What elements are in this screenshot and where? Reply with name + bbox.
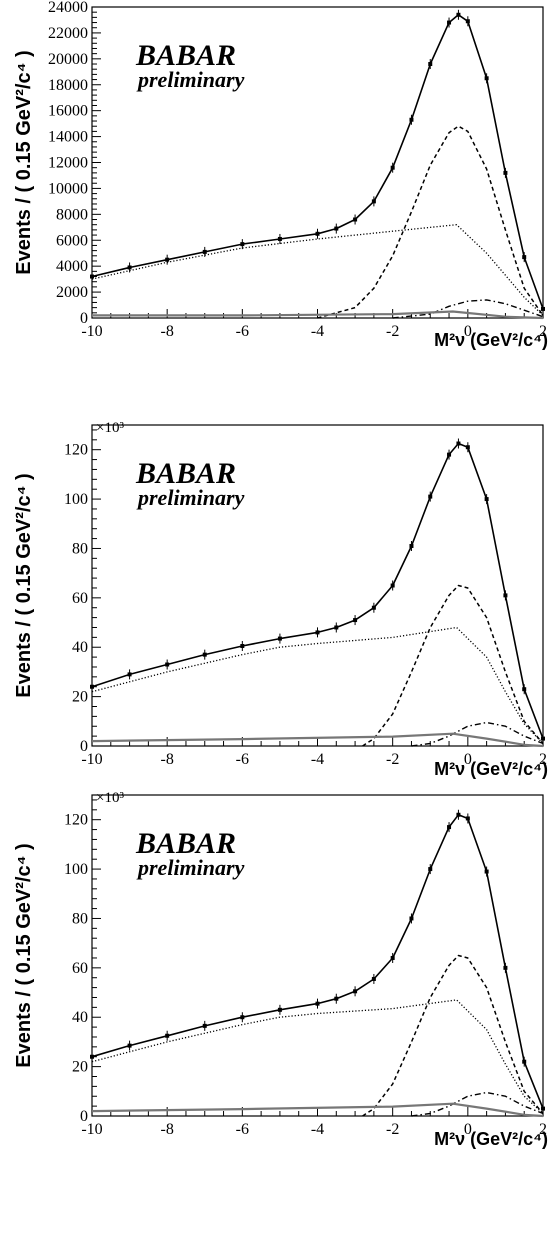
series-dashed [363, 956, 543, 1117]
y-multiplier: ×10³ [96, 790, 124, 806]
y-tick-label: 80 [72, 910, 88, 927]
y-tick-label: 60 [72, 960, 88, 977]
y-tick-label: 20000 [48, 51, 88, 68]
y-tick-label: 80 [72, 540, 88, 557]
x-tick-label: -2 [386, 1121, 399, 1138]
y-axis-label: Events / ( 0.15 GeV²/c⁴ ) [13, 473, 35, 697]
y-tick-label: 10000 [48, 180, 88, 197]
x-tick-label: -4 [311, 323, 324, 340]
x-tick-label: -6 [236, 751, 249, 768]
x-tick-label: -2 [386, 751, 399, 768]
y-tick-label: 20 [72, 1059, 88, 1076]
y-tick-label: 18000 [48, 77, 88, 94]
preliminary-label: preliminary [136, 485, 245, 510]
y-tick-label: 2000 [56, 284, 88, 301]
y-axis-label: Events / ( 0.15 GeV²/c⁴ ) [13, 843, 35, 1067]
y-tick-label: 6000 [56, 232, 88, 249]
series-dotted [92, 1000, 543, 1114]
y-tick-label: 120 [64, 812, 88, 829]
x-tick-label: -4 [311, 1121, 324, 1138]
preliminary-label: preliminary [136, 855, 245, 880]
x-tick-label: -4 [311, 751, 324, 768]
x-tick-label: -6 [236, 323, 249, 340]
x-tick-label: -8 [161, 751, 174, 768]
y-tick-label: 22000 [48, 25, 88, 42]
x-axis-label: M²ν (GeV²/c⁴) [434, 759, 548, 779]
y-tick-label: 0 [80, 1108, 88, 1125]
series-dashed [363, 586, 543, 747]
y-tick-label: 4000 [56, 258, 88, 275]
x-tick-label: -8 [161, 1121, 174, 1138]
y-tick-label: 0 [80, 738, 88, 755]
x-tick-label: -6 [236, 1121, 249, 1138]
y-multiplier: ×10³ [96, 420, 124, 436]
x-axis-label: M²ν (GeV²/c⁴) [434, 330, 548, 350]
y-tick-label: 12000 [48, 155, 88, 172]
y-tick-label: 16000 [48, 103, 88, 120]
x-tick-label: -2 [386, 323, 399, 340]
y-tick-label: 100 [64, 861, 88, 878]
y-tick-label: 14000 [48, 129, 88, 146]
x-tick-label: -8 [161, 323, 174, 340]
y-tick-label: 24000 [48, 0, 88, 16]
preliminary-label: preliminary [136, 67, 245, 92]
y-axis-label: Events / ( 0.15 GeV²/c⁴ ) [13, 50, 35, 274]
y-tick-label: 8000 [56, 206, 88, 223]
y-tick-label: 0 [80, 310, 88, 327]
y-tick-label: 60 [72, 590, 88, 607]
y-tick-label: 40 [72, 1009, 88, 1026]
series-dotted [92, 628, 543, 744]
y-tick-label: 100 [64, 491, 88, 508]
y-tick-label: 20 [72, 689, 88, 706]
y-tick-label: 120 [64, 442, 88, 459]
chart-panel-1: -10 -8 -6 -4 -2 0 2020004000600080001000012000… [13, 0, 548, 350]
y-tick-label: 40 [72, 639, 88, 656]
x-axis-label: M²ν (GeV²/c⁴) [434, 1129, 548, 1149]
